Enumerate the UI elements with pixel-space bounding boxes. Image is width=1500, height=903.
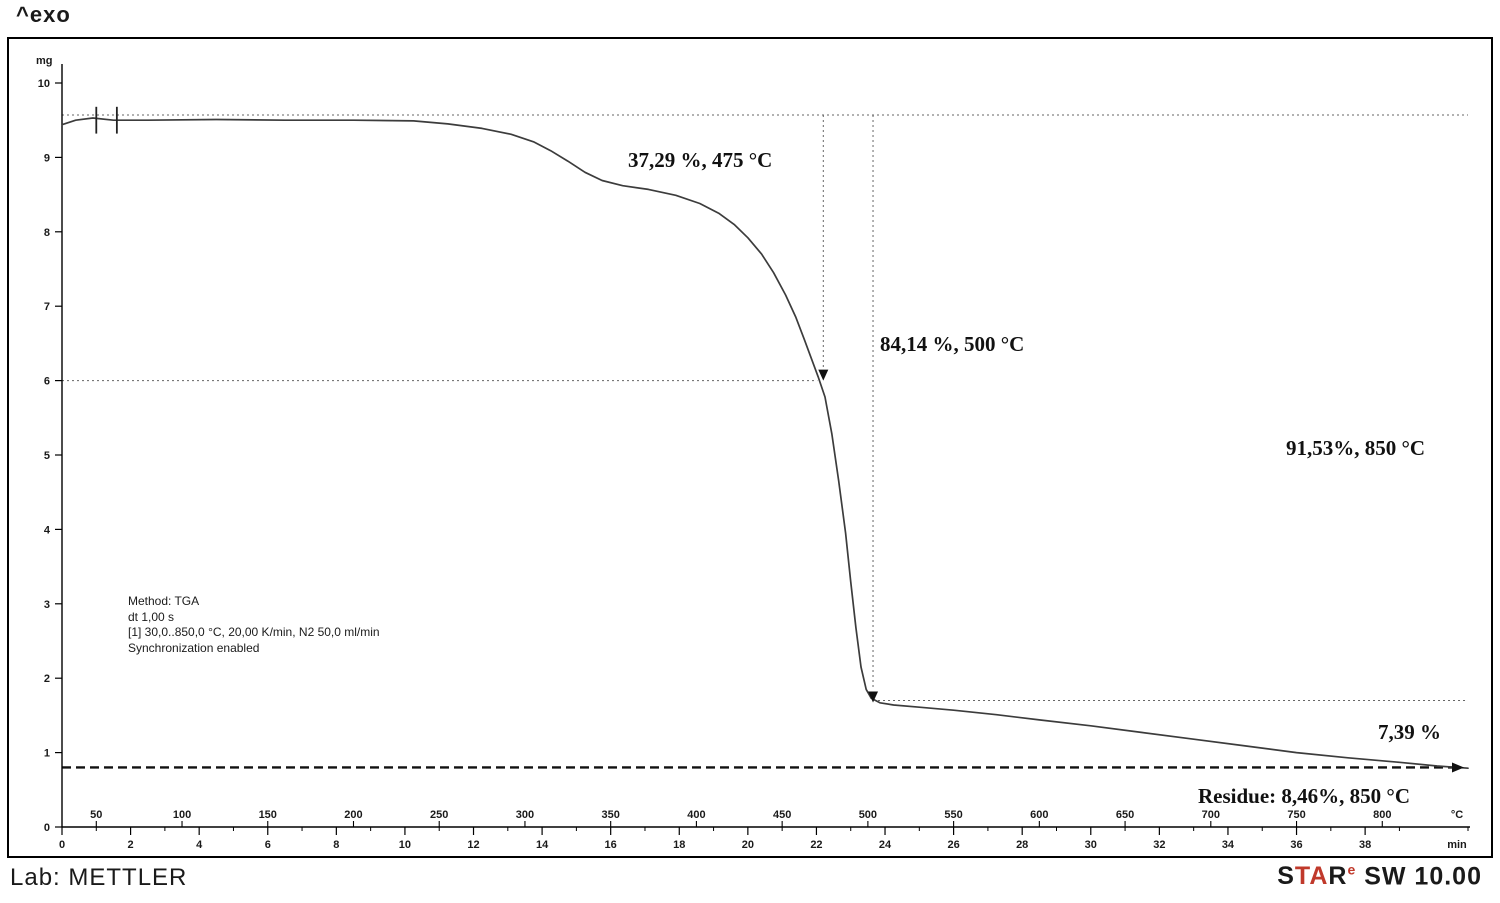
temp-tick-label: 500 <box>859 809 877 821</box>
time-tick-label: 32 <box>1153 839 1165 851</box>
brand-letter: S <box>1277 862 1295 891</box>
plot-frame <box>7 37 1493 858</box>
temp-tick-label: 200 <box>344 809 362 821</box>
time-axis-unit-label: min <box>1447 839 1467 851</box>
time-tick-label: 24 <box>879 839 892 851</box>
time-tick-label: 10 <box>399 839 411 851</box>
time-tick-label: 36 <box>1290 839 1302 851</box>
temp-tick-label: 350 <box>602 809 620 821</box>
temp-tick-label: 400 <box>687 809 705 821</box>
temp-axis-unit-label: °C <box>1451 809 1463 821</box>
exo-axis-label: ^exo <box>16 2 71 27</box>
time-tick-label: 4 <box>196 839 203 851</box>
brand-letter: A <box>1309 862 1329 891</box>
method-line: [1] 30,0..850,0 °C, 20,00 K/min, N2 50,0… <box>128 625 380 639</box>
time-tick-label: 28 <box>1016 839 1028 851</box>
software-brand: STARe SW 10.00 <box>1277 862 1482 891</box>
lab-label: Lab: METTLER <box>10 864 188 891</box>
temp-tick-label: 750 <box>1287 809 1305 821</box>
time-tick-label: 26 <box>947 839 959 851</box>
temp-tick-label: 550 <box>944 809 962 821</box>
y-tick-label: 6 <box>44 376 50 388</box>
temp-tick-label: 700 <box>1202 809 1220 821</box>
time-tick-label: 38 <box>1359 839 1371 851</box>
y-tick-label: 8 <box>44 227 50 239</box>
method-info-block: Method: TGA dt 1,00 s [1] 30,0..850,0 °C, … <box>128 594 380 656</box>
y-tick-label: 4 <box>44 524 51 536</box>
time-tick-label: 18 <box>673 839 685 851</box>
temp-tick-label: 800 <box>1373 809 1391 821</box>
brand-letter: e <box>1347 862 1357 878</box>
time-tick-label: 30 <box>1085 839 1097 851</box>
time-tick-label: 8 <box>333 839 339 851</box>
tga-curve <box>61 117 1469 770</box>
method-line: dt 1,00 s <box>128 609 175 624</box>
y-tick-label: 9 <box>44 152 50 164</box>
temp-tick-label: 300 <box>516 809 534 821</box>
temp-tick-label: 100 <box>173 809 191 821</box>
brand-letter: T <box>1294 862 1310 891</box>
y-tick-label: 0 <box>44 822 50 834</box>
time-tick-label: 16 <box>605 839 617 851</box>
brand-letter: R <box>1328 862 1348 891</box>
y-tick-label: 1 <box>44 748 50 760</box>
y-tick-label: 10 <box>38 78 50 90</box>
temp-tick-label: 600 <box>1030 809 1048 821</box>
y-tick-label: 7 <box>44 301 50 313</box>
time-tick-label: 2 <box>128 839 134 851</box>
step1-arrow <box>818 369 829 381</box>
temp-tick-label: 650 <box>1116 809 1134 821</box>
temp-tick-label: 50 <box>90 809 102 821</box>
time-tick-label: 12 <box>467 839 479 851</box>
method-line: Method: TGA <box>128 594 200 608</box>
time-tick-label: 14 <box>536 839 549 851</box>
temp-tick-label: 250 <box>430 809 448 821</box>
step2-arrow <box>868 691 879 703</box>
y-tick-label: 5 <box>44 450 50 462</box>
temp-tick-label: 450 <box>773 809 791 821</box>
time-tick-label: 22 <box>810 839 822 851</box>
time-tick-label: 6 <box>265 839 271 851</box>
residue-arrow <box>1452 762 1464 773</box>
temp-tick-label: 150 <box>259 809 277 821</box>
time-tick-label: 20 <box>742 839 754 851</box>
method-line: Synchronization enabled <box>128 640 260 655</box>
software-version: SW 10.00 <box>1356 862 1482 891</box>
time-tick-label: 34 <box>1222 839 1235 851</box>
time-tick-label: 0 <box>59 839 65 851</box>
y-tick-label: 2 <box>44 673 50 685</box>
y-axis-unit-label: mg <box>36 55 53 67</box>
star-logo: STARe <box>1277 862 1356 890</box>
y-tick-label: 3 <box>44 599 50 611</box>
